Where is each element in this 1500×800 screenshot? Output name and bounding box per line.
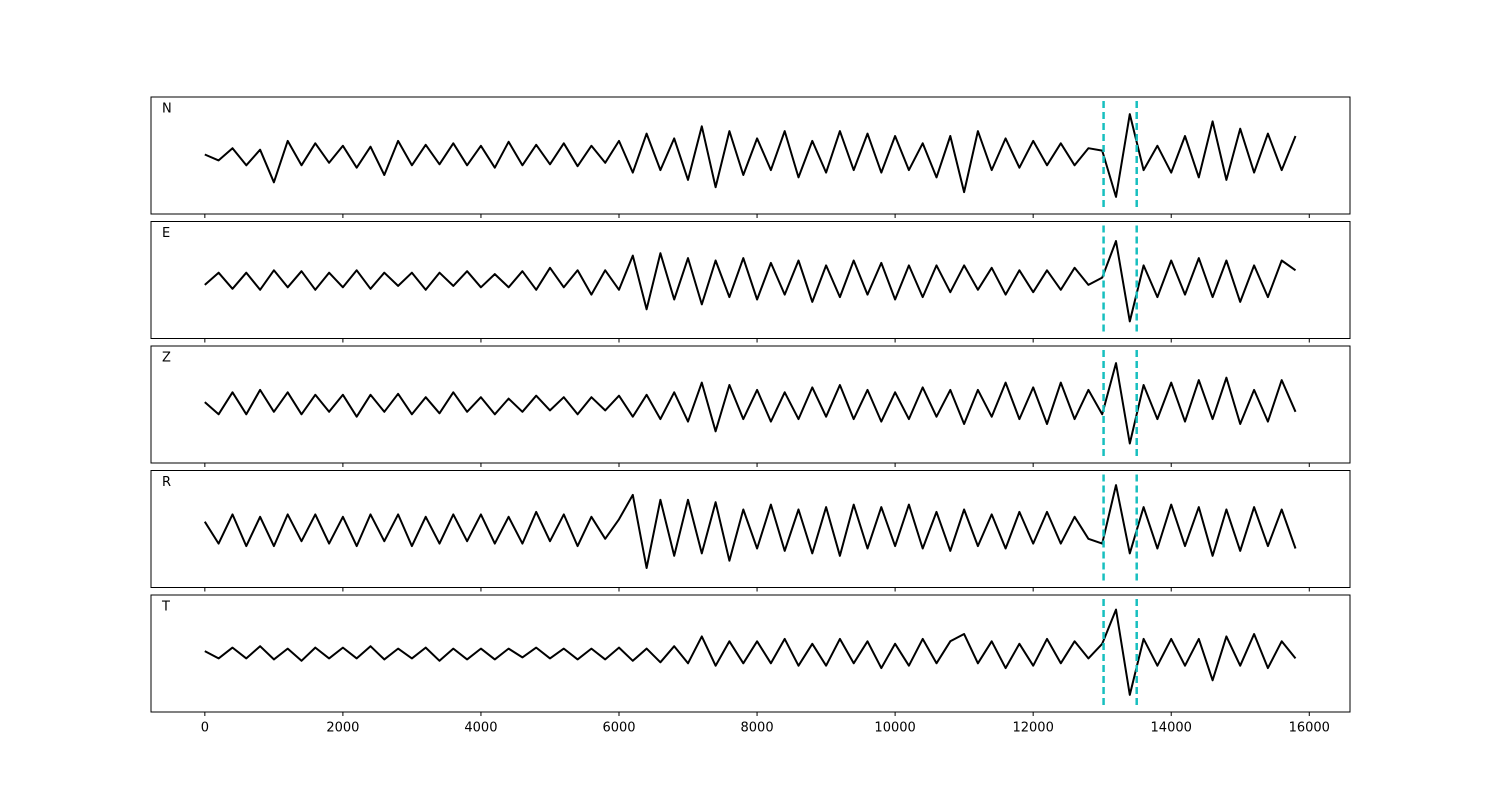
x-tick-label: 0 xyxy=(201,721,209,736)
x-tick-label: 6000 xyxy=(602,721,635,736)
panel-label: E xyxy=(162,226,170,241)
panel-frame xyxy=(150,96,1351,215)
x-tick-label: 14000 xyxy=(1151,721,1192,736)
panel-label: Z xyxy=(162,351,171,366)
x-tick-label: 10000 xyxy=(874,721,915,736)
panel-frame xyxy=(150,345,1351,464)
x-tick-label: 16000 xyxy=(1289,721,1330,736)
trace xyxy=(204,113,1297,198)
x-tick-label: 4000 xyxy=(464,721,497,736)
panel-label: R xyxy=(162,475,171,490)
x-tick-label: 12000 xyxy=(1012,721,1053,736)
panel-label: N xyxy=(162,102,172,117)
panel-frame xyxy=(150,221,1351,339)
panel-frame xyxy=(150,470,1351,588)
trace xyxy=(204,240,1297,323)
x-tick-label: 2000 xyxy=(326,721,359,736)
panel-label: T xyxy=(161,600,170,615)
trace xyxy=(204,608,1297,696)
trace xyxy=(204,362,1297,445)
panel-frame xyxy=(150,594,1351,713)
trace xyxy=(203,484,1297,569)
x-tick-label: 8000 xyxy=(741,721,774,736)
